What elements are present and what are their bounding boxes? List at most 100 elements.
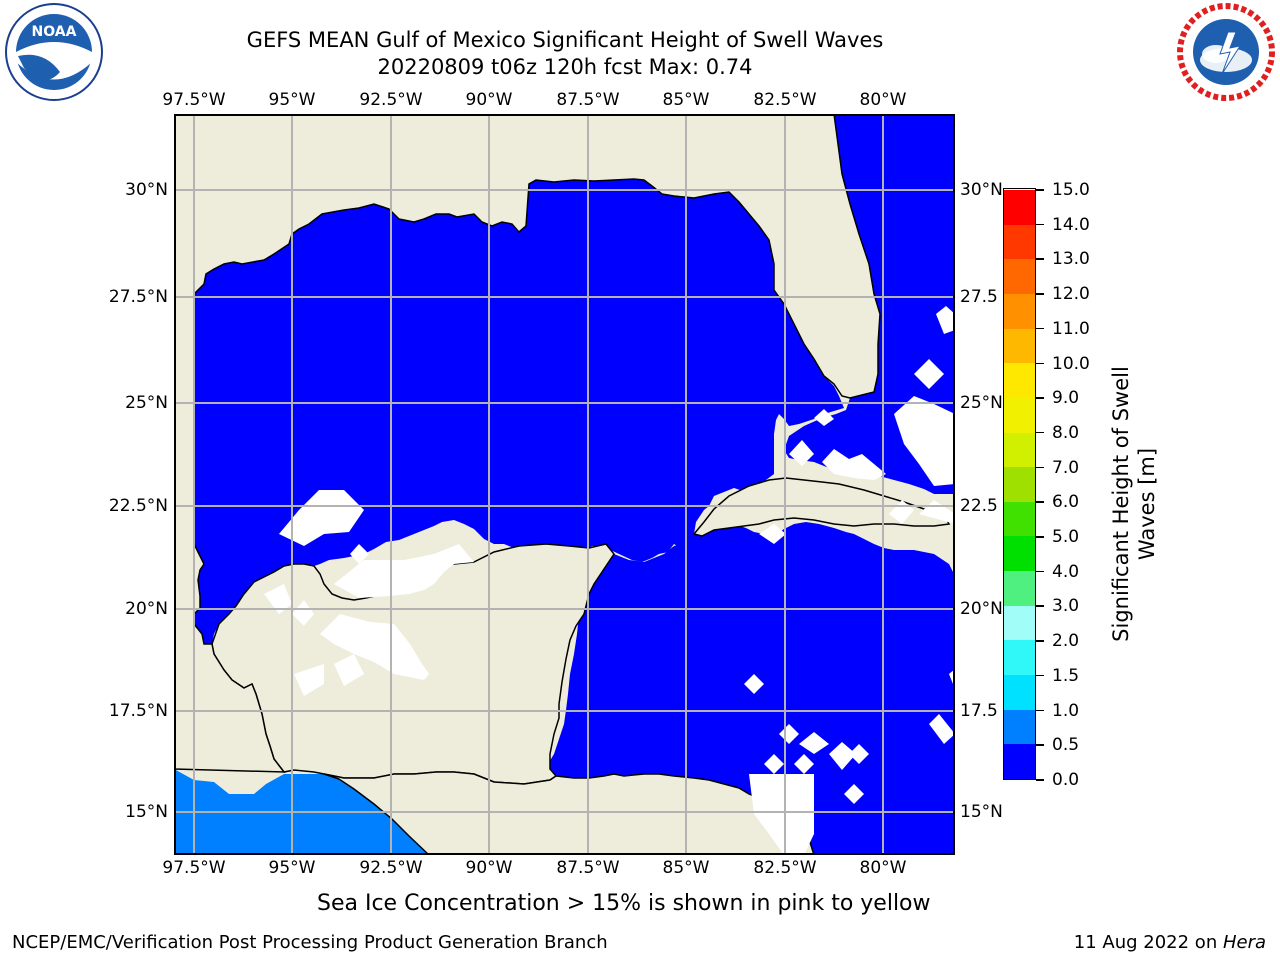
colorbar-tick-mark — [1036, 605, 1044, 607]
nws-logo-graphic — [1177, 3, 1275, 101]
colorbar-band — [1004, 674, 1035, 710]
colorbar-band — [1004, 224, 1035, 260]
lat-tick-label: 22.5°N — [108, 496, 168, 516]
lat-tick-label: 30°N — [960, 180, 1003, 200]
colorbar-tick-label: 14.0 — [1052, 214, 1090, 235]
footer-date-text: 11 Aug 2022 on — [1073, 932, 1223, 953]
lon-tick-label: 80°W — [859, 90, 907, 110]
colorbar-tick-label: 15.0 — [1052, 180, 1090, 200]
colorbar-tick-label: 6.0 — [1052, 492, 1080, 513]
chart-title: GEFS MEAN Gulf of Mexico Significant Hei… — [246, 28, 884, 52]
colorbar-band — [1004, 328, 1035, 364]
colorbar-tick-mark — [1036, 744, 1044, 746]
lat-tick-label: 27.5°N — [108, 287, 168, 307]
lon-tick-label: 82.5°W — [753, 858, 817, 878]
colorbar-tick-label: 1.5 — [1052, 665, 1080, 686]
colorbar-band — [1004, 258, 1035, 294]
colorbar-band — [1004, 570, 1035, 606]
footer-date: 11 Aug 2022 on Hera — [1074, 932, 1266, 954]
lat-tick-label: 20°N — [125, 599, 168, 619]
colorbar-label-line1: Significant Height of Swell — [1109, 366, 1133, 642]
map-plot — [174, 114, 955, 855]
lat-tick-label: 30°N — [125, 180, 168, 200]
colorbar-band — [1004, 501, 1035, 537]
lon-tick-label: 97.5°W — [162, 90, 226, 110]
noaa-logo-text: NOAA — [32, 24, 77, 40]
colorbar-band — [1004, 605, 1035, 641]
lon-tick-label: 95°W — [268, 90, 316, 110]
colorbar-tick-label: 5.0 — [1052, 527, 1080, 548]
colorbar-tick-label: 13.0 — [1052, 249, 1090, 270]
colorbar-band — [1004, 189, 1035, 225]
lon-tick-label: 90°W — [465, 858, 513, 878]
colorbar-tick-label: 12.0 — [1052, 284, 1090, 305]
lon-tick-label: 80°W — [859, 858, 907, 878]
colorbar — [1003, 188, 1036, 780]
colorbar-tick-label: 0.5 — [1052, 735, 1080, 756]
colorbar-tick-label: 3.0 — [1052, 596, 1080, 617]
lon-tick-label: 92.5°W — [359, 90, 423, 110]
colorbar-tick-mark — [1036, 501, 1044, 503]
colorbar-tick-mark — [1036, 327, 1044, 330]
lon-tick-label: 90°W — [465, 90, 513, 110]
chart-subtitle: 20220809 t06z 120h fcst Max: 0.74 — [377, 55, 753, 79]
colorbar-tick-mark — [1036, 223, 1044, 226]
lon-tick-label: 97.5°W — [162, 858, 226, 878]
footer-credit: NCEP/EMC/Verification Post Processing Pr… — [12, 932, 608, 953]
colorbar-label-line2: Waves [m] — [1135, 447, 1159, 561]
lat-tick-label: 17.5 — [960, 701, 998, 721]
lat-tick-label: 15°N — [960, 802, 1003, 822]
colorbar-tick-mark — [1036, 362, 1044, 365]
colorbar-tick-label: 9.0 — [1052, 388, 1080, 409]
footer-host: Hera — [1222, 932, 1266, 953]
colorbar-tick-mark — [1036, 709, 1044, 712]
colorbar-band — [1004, 293, 1035, 329]
lon-tick-label: 85°W — [662, 858, 710, 878]
noaa-logo: NOAA — [4, 2, 104, 102]
map-frame — [174, 114, 955, 855]
colorbar-tick-label: 7.0 — [1052, 457, 1080, 478]
sea-ice-note: Sea Ice Concentration > 15% is shown in … — [317, 891, 931, 916]
gulf-swell-field — [194, 179, 844, 644]
lon-tick-label: 87.5°W — [556, 858, 620, 878]
lon-tick-label: 82.5°W — [753, 90, 817, 110]
colorbar-tick-mark — [1036, 293, 1044, 295]
colorbar-tick-mark — [1036, 779, 1044, 781]
colorbar-band — [1004, 743, 1035, 779]
mexico-texas-land — [174, 114, 881, 773]
lat-tick-label: 22.5 — [960, 496, 998, 516]
colorbar-band — [1004, 432, 1035, 468]
colorbar-band — [1004, 397, 1035, 433]
colorbar-tick-mark — [1036, 536, 1044, 538]
map-grid — [174, 114, 955, 855]
noaa-logo-graphic: NOAA — [5, 3, 103, 101]
colorbar-tick-label: 1.0 — [1052, 700, 1080, 721]
lat-tick-label: 25°N — [125, 393, 168, 413]
colorbar-tick-label: 8.0 — [1052, 422, 1080, 443]
colorbar-tick-label: 10.0 — [1052, 353, 1090, 374]
lat-tick-label: 27.5 — [960, 287, 998, 307]
colorbar-label: Significant Height of Swell Waves [m] — [1108, 354, 1168, 654]
colorbar-tick-mark — [1036, 640, 1044, 642]
colorbar-tick-mark — [1036, 431, 1044, 434]
colorbar-tick-label: 0.0 — [1052, 770, 1080, 790]
colorbar-band — [1004, 362, 1035, 398]
lat-tick-label: 17.5°N — [108, 701, 168, 721]
lon-tick-label: 87.5°W — [556, 90, 620, 110]
colorbar-tick-label: 11.0 — [1052, 318, 1090, 339]
colorbar-tick-mark — [1036, 397, 1044, 399]
lon-tick-label: 95°W — [268, 858, 316, 878]
colorbar-tick-label: 4.0 — [1052, 561, 1080, 582]
colorbar-band — [1004, 709, 1035, 745]
lat-tick-label: 15°N — [125, 802, 168, 822]
colorbar-tick-label: 2.0 — [1052, 631, 1080, 652]
lon-tick-label: 92.5°W — [359, 858, 423, 878]
lat-tick-label: 25°N — [960, 393, 1003, 413]
lon-tick-label: 85°W — [662, 90, 710, 110]
colorbar-tick-mark — [1036, 189, 1044, 191]
colorbar-band — [1004, 535, 1035, 572]
colorbar-band — [1004, 639, 1035, 676]
colorbar-band — [1004, 466, 1035, 502]
colorbar-tick-mark — [1036, 674, 1044, 677]
colorbar-tick-mark — [1036, 570, 1044, 573]
